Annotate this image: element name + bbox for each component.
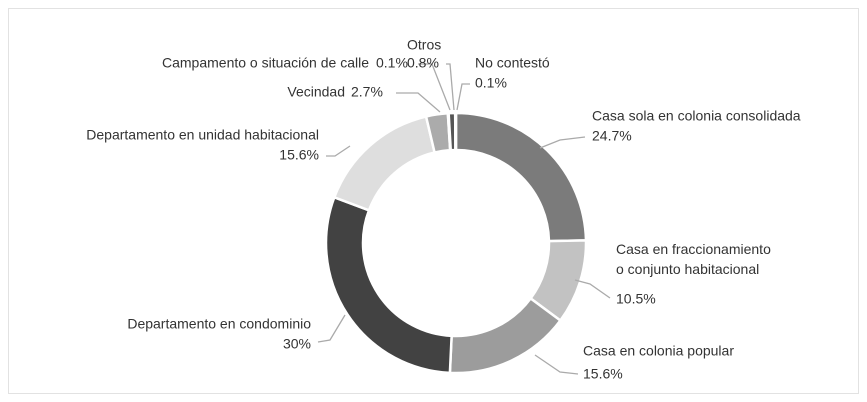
leader-line xyxy=(539,136,586,149)
segment-label: No contestó xyxy=(475,55,550,71)
value-label: 30% xyxy=(283,336,311,352)
segment-label: Casa en colonia popular xyxy=(583,343,734,359)
value-label: 10.5% xyxy=(616,291,656,307)
leader-line xyxy=(396,92,441,113)
value-label: 2.7% xyxy=(351,84,383,100)
segment-label: Vecindad xyxy=(287,84,345,100)
value-label: 24.7% xyxy=(592,128,632,144)
leader-line xyxy=(317,314,346,343)
leader-line xyxy=(418,63,451,111)
frame xyxy=(8,8,859,394)
leader-line xyxy=(534,354,579,375)
value-label: 0.8% xyxy=(407,55,439,71)
segment-label: Casa sola en colonia consolidada xyxy=(592,108,801,124)
leader-line xyxy=(326,145,351,157)
leader-line xyxy=(456,83,470,111)
value-label: 15.6% xyxy=(279,147,319,163)
segment-label: Campamento o situación de calle xyxy=(162,55,369,71)
segment-label: Departamento en condominio xyxy=(127,316,311,332)
value-label: 15.6% xyxy=(583,366,623,382)
leader-line xyxy=(574,279,611,299)
leader-line xyxy=(446,63,455,111)
value-label: 0.1% xyxy=(376,55,408,71)
donut-segment xyxy=(453,111,458,152)
value-label: 0.1% xyxy=(475,75,507,91)
segment-label: Departamento en unidad habitacional xyxy=(86,127,319,143)
segment-label: Casa en fraccionamiento o conjunto habita… xyxy=(616,241,771,277)
segment-label: Otros xyxy=(407,37,441,53)
